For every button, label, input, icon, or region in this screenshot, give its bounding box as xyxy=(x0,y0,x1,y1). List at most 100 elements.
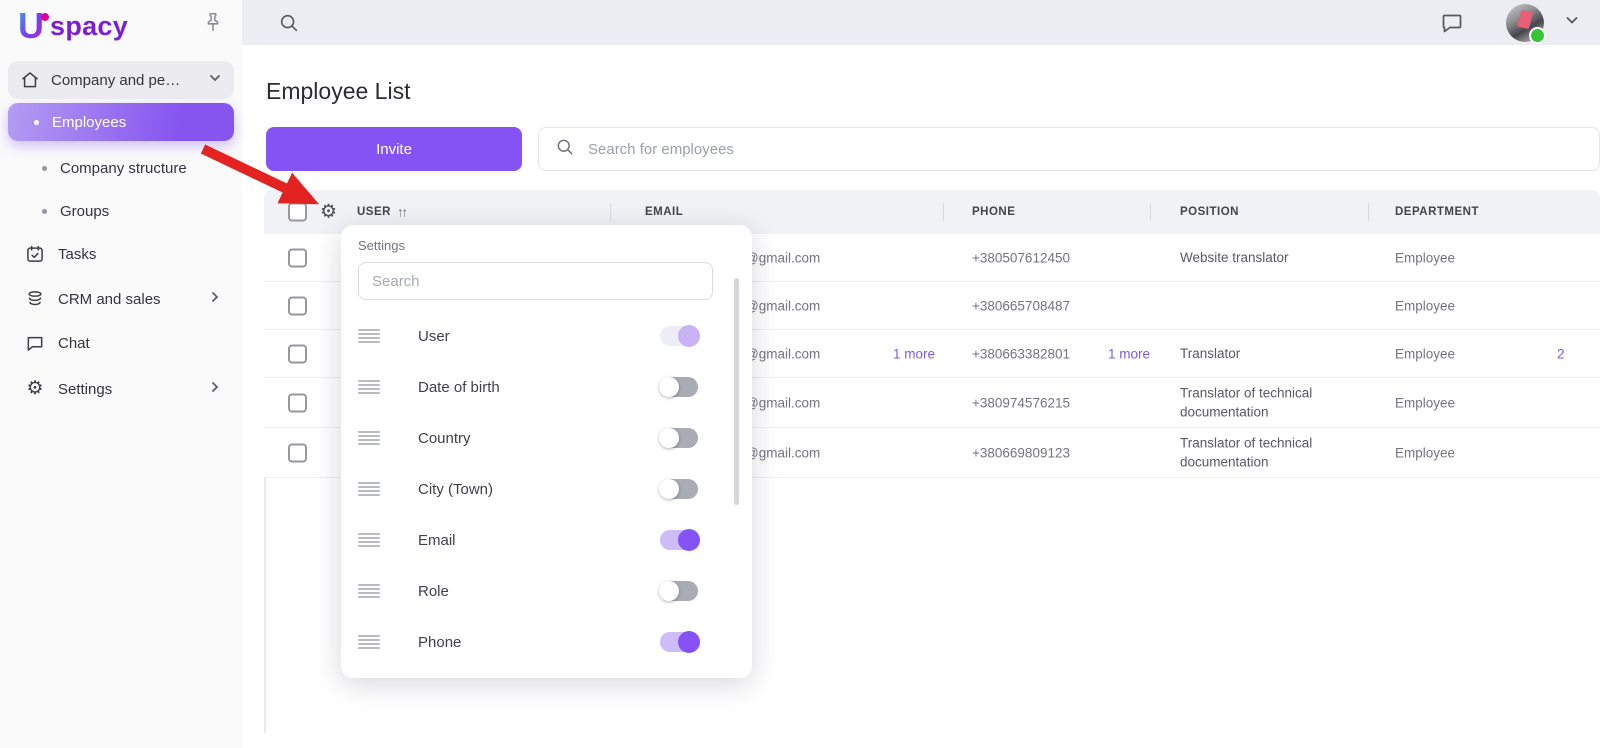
sidebar-item-employees[interactable]: Employees xyxy=(8,103,234,141)
column-label: City (Town) xyxy=(418,480,494,498)
gear-icon: ⚙ xyxy=(26,378,44,399)
cell-position: Website translator xyxy=(1180,249,1289,265)
row-checkbox[interactable] xyxy=(288,248,307,267)
row-checkbox[interactable] xyxy=(288,344,307,363)
sidebar-item-settings[interactable]: ⚙ Settings xyxy=(8,371,234,407)
column-setting-row: City (Town) xyxy=(358,473,718,505)
drag-handle-icon[interactable] xyxy=(358,431,380,445)
sidebar-item-label: Company and pe… xyxy=(51,71,181,89)
column-toggle[interactable] xyxy=(660,325,700,347)
chat-bubble-icon[interactable] xyxy=(1440,11,1464,35)
column-divider xyxy=(610,203,611,221)
bullet-icon xyxy=(42,208,47,214)
employee-search-input[interactable] xyxy=(588,140,1583,158)
sidebar: U spacy Company and pe… Emp xyxy=(0,0,242,748)
column-toggle[interactable] xyxy=(659,377,698,397)
column-setting-row: User xyxy=(358,320,718,352)
column-setting-row: Role xyxy=(358,575,718,607)
column-divider xyxy=(943,203,944,221)
row-checkbox[interactable] xyxy=(288,296,307,315)
sidebar-item-crm-and-sales[interactable]: CRM and sales xyxy=(8,281,234,317)
column-settings-gear-icon[interactable]: ⚙ xyxy=(320,201,338,223)
cell-department: Employee xyxy=(1395,298,1456,313)
chevron-right-icon xyxy=(208,290,222,308)
header-department[interactable]: DEPARTMENT xyxy=(1395,206,1480,218)
column-toggle[interactable] xyxy=(659,428,698,448)
chat-icon xyxy=(25,333,45,353)
sidebar-item-label: Chat xyxy=(58,334,90,352)
sidebar-item-tasks[interactable]: Tasks xyxy=(8,236,234,272)
bullet-icon xyxy=(34,119,39,125)
chevron-down-icon xyxy=(208,71,222,89)
topbar xyxy=(242,0,1600,45)
tasks-icon xyxy=(25,244,45,264)
content-divider xyxy=(264,234,266,733)
cell-email: @gmail.com xyxy=(745,346,821,361)
profile-chevron-down-icon[interactable] xyxy=(1564,12,1580,33)
pin-sidebar-button[interactable] xyxy=(200,10,226,36)
cell-phone: +380665708487 xyxy=(972,298,1070,313)
cell-position: Translator of technical documentation xyxy=(1180,384,1313,420)
page-title: Employee List xyxy=(266,78,411,104)
cell-phone: +380663382801 xyxy=(972,346,1070,361)
cell-email: @gmail.com xyxy=(745,298,821,313)
column-label: Country xyxy=(418,429,471,447)
logo-wordmark: spacy xyxy=(50,11,129,41)
user-avatar[interactable] xyxy=(1506,3,1546,44)
global-search-icon[interactable] xyxy=(278,12,300,34)
sidebar-item-company-and-people[interactable]: Company and pe… xyxy=(8,61,234,99)
header-phone[interactable]: PHONE xyxy=(972,206,1016,218)
drag-handle-icon[interactable] xyxy=(358,482,380,496)
row-checkbox[interactable] xyxy=(288,393,307,412)
popup-scrollbar[interactable] xyxy=(734,278,739,505)
row-checkbox[interactable] xyxy=(288,443,307,462)
column-toggle[interactable] xyxy=(660,631,700,653)
header-user[interactable]: USER xyxy=(357,206,391,218)
sidebar-item-label: CRM and sales xyxy=(58,290,161,308)
drag-handle-icon[interactable] xyxy=(358,533,380,547)
cell-department: Employee xyxy=(1395,250,1456,265)
email-more-link[interactable]: 1 more xyxy=(893,346,936,361)
home-icon xyxy=(20,70,40,90)
column-toggle[interactable] xyxy=(659,479,698,499)
cell-department: Employee xyxy=(1395,395,1456,410)
drag-handle-icon[interactable] xyxy=(358,635,380,649)
popup-search-input[interactable] xyxy=(358,262,713,300)
sidebar-item-label: Employees xyxy=(52,113,127,131)
sidebar-item-company-structure[interactable]: Company structure xyxy=(8,150,234,186)
cell-email: @gmail.com xyxy=(745,445,821,460)
column-label: Email xyxy=(418,531,456,549)
column-setting-row: Country xyxy=(358,422,718,454)
column-toggle[interactable] xyxy=(659,581,698,601)
column-setting-row: Phone xyxy=(358,626,718,658)
sidebar-item-label: Settings xyxy=(58,380,113,398)
bullet-icon xyxy=(42,165,47,171)
sort-icon[interactable]: ↑↑ xyxy=(397,204,408,220)
sidebar-item-label: Company structure xyxy=(60,159,187,177)
column-label: Role xyxy=(418,582,449,600)
select-all-checkbox[interactable] xyxy=(288,202,307,222)
sidebar-item-groups[interactable]: Groups xyxy=(8,193,234,229)
cell-department: Employee xyxy=(1395,445,1456,460)
header-position[interactable]: POSITION xyxy=(1180,206,1239,218)
cell-position: Translator xyxy=(1180,345,1241,361)
drag-handle-icon[interactable] xyxy=(358,380,380,394)
logo-dot xyxy=(41,13,49,21)
column-settings-popup: Settings User Date of birth Country City… xyxy=(341,225,752,678)
pin-icon xyxy=(202,12,224,36)
phone-more-link[interactable]: 1 more xyxy=(1108,346,1151,361)
column-toggle[interactable] xyxy=(660,529,700,551)
chevron-right-icon xyxy=(208,380,222,398)
invite-button[interactable]: Invite xyxy=(266,127,522,171)
column-label: User xyxy=(418,327,450,345)
header-email[interactable]: EMAIL xyxy=(645,206,684,218)
cell-department: Employee xyxy=(1395,346,1456,361)
sidebar-item-chat[interactable]: Chat xyxy=(8,325,234,361)
drag-handle-icon[interactable] xyxy=(358,329,380,343)
uspacy-logo[interactable]: U spacy xyxy=(18,6,128,46)
overflow-count-link[interactable]: 2 xyxy=(1557,346,1565,361)
sidebar-item-label: Tasks xyxy=(58,245,97,263)
drag-handle-icon[interactable] xyxy=(358,584,380,598)
employee-search xyxy=(538,127,1600,171)
